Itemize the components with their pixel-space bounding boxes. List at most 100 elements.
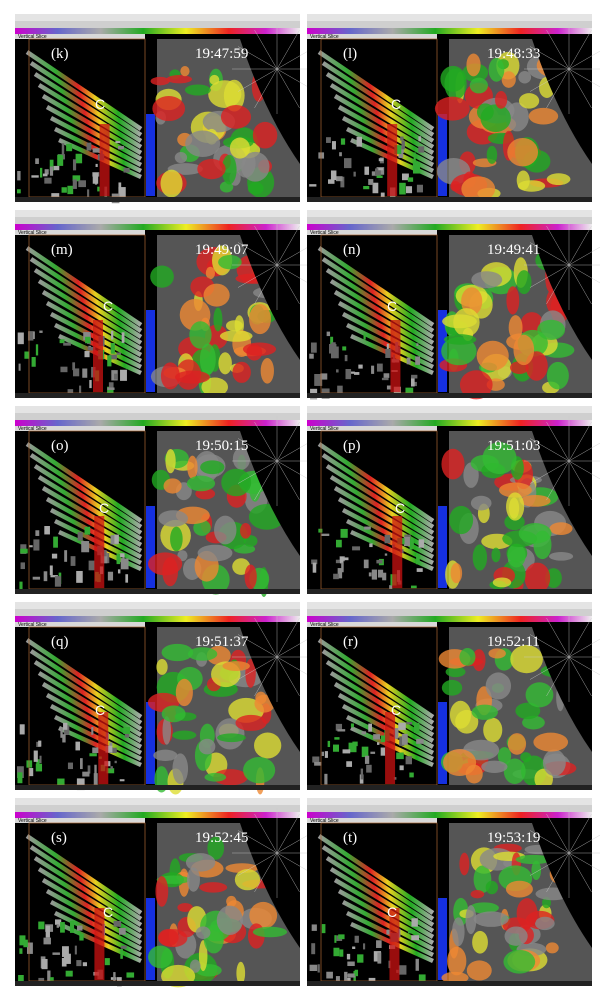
beam: [325, 660, 435, 731]
beam: [341, 900, 435, 951]
echo: [495, 90, 508, 109]
clutter: [410, 376, 415, 387]
clutter: [321, 533, 330, 536]
panel-time: 19:51:37: [195, 634, 249, 650]
echo: [216, 905, 243, 935]
clutter: [106, 768, 115, 774]
clutter: [79, 933, 84, 941]
echo: [473, 911, 509, 927]
clutter: [376, 175, 383, 178]
range-ring: [568, 638, 600, 658]
cell-marker: C: [387, 904, 397, 920]
range-ring: [546, 852, 570, 893]
core: [98, 712, 109, 784]
echo: [241, 151, 270, 182]
beam: [321, 453, 435, 529]
clutter: [51, 553, 58, 559]
clutter: [341, 562, 344, 573]
beam: [37, 867, 143, 933]
toolbar: [307, 21, 592, 28]
clutter: [19, 724, 25, 735]
clutter: [114, 373, 118, 380]
echo: [234, 869, 261, 891]
clutter: [104, 958, 110, 966]
echo: [199, 343, 216, 376]
echo: [161, 705, 186, 723]
status-strip: [307, 785, 592, 790]
echo: [491, 547, 501, 563]
clutter: [335, 559, 343, 564]
echo: [175, 678, 193, 707]
range-ring: [529, 438, 570, 462]
clutter: [89, 753, 97, 757]
echo: [158, 929, 188, 948]
clutter: [384, 534, 391, 544]
clutter: [378, 158, 384, 162]
clutter: [76, 925, 83, 931]
clutter: [354, 969, 359, 977]
clutter: [17, 766, 24, 778]
echo: [441, 448, 465, 480]
clutter: [370, 751, 376, 754]
echo: [187, 455, 198, 480]
clutter: [405, 756, 412, 765]
slice-title: Vertical Slice: [18, 230, 47, 236]
clutter: [314, 374, 323, 386]
range-ring: [546, 656, 570, 697]
beam: [45, 105, 143, 161]
range-ring: [529, 830, 570, 854]
clutter: [116, 352, 121, 355]
clutter: [382, 572, 387, 581]
clutter: [334, 935, 337, 943]
slice-title: Vertical Slice: [310, 622, 339, 628]
clutter: [24, 351, 30, 359]
panel: Vertical Slice (m) 19:49:07 C: [15, 210, 322, 398]
clutter: [82, 962, 88, 967]
clutter: [105, 745, 113, 753]
clutter: [376, 363, 383, 372]
echo: [209, 74, 220, 85]
beam: [33, 268, 143, 339]
echo: [252, 121, 278, 149]
slice-title: Vertical Slice: [310, 34, 339, 40]
blue-bar: [438, 702, 447, 784]
clutter: [377, 742, 380, 745]
map-corner: [240, 39, 300, 164]
clutter: [410, 538, 414, 547]
range-ring: [568, 834, 600, 854]
clutter: [120, 948, 123, 959]
clutter: [378, 168, 383, 171]
clutter: [38, 921, 45, 930]
status-strip: [307, 589, 592, 594]
panel-label: (t): [343, 830, 357, 846]
panel-time: 19:49:07: [195, 242, 249, 258]
clutter: [339, 152, 342, 157]
beam: [29, 649, 143, 725]
clutter: [340, 176, 345, 188]
core: [387, 124, 398, 196]
cell-marker: C: [99, 500, 109, 516]
clutter: [109, 747, 117, 754]
clutter: [336, 369, 339, 373]
range-ring: [529, 242, 570, 266]
title-strip: [307, 426, 437, 431]
clutter: [84, 526, 91, 535]
color-scale: [15, 812, 300, 818]
beam: [337, 889, 435, 945]
clutter: [311, 924, 317, 931]
beam: [337, 301, 435, 357]
clutter: [373, 734, 380, 740]
echo: [186, 475, 216, 492]
clutter: [401, 140, 405, 150]
clutter: [309, 353, 314, 359]
echo: [170, 526, 183, 552]
status-strip: [15, 589, 300, 594]
clutter: [53, 536, 58, 548]
echo: [506, 492, 525, 521]
echo: [240, 522, 252, 539]
beam: [25, 246, 143, 327]
clutter: [411, 935, 420, 941]
menu-bar: [15, 14, 300, 21]
clutter: [35, 158, 39, 164]
clutter: [91, 727, 94, 735]
